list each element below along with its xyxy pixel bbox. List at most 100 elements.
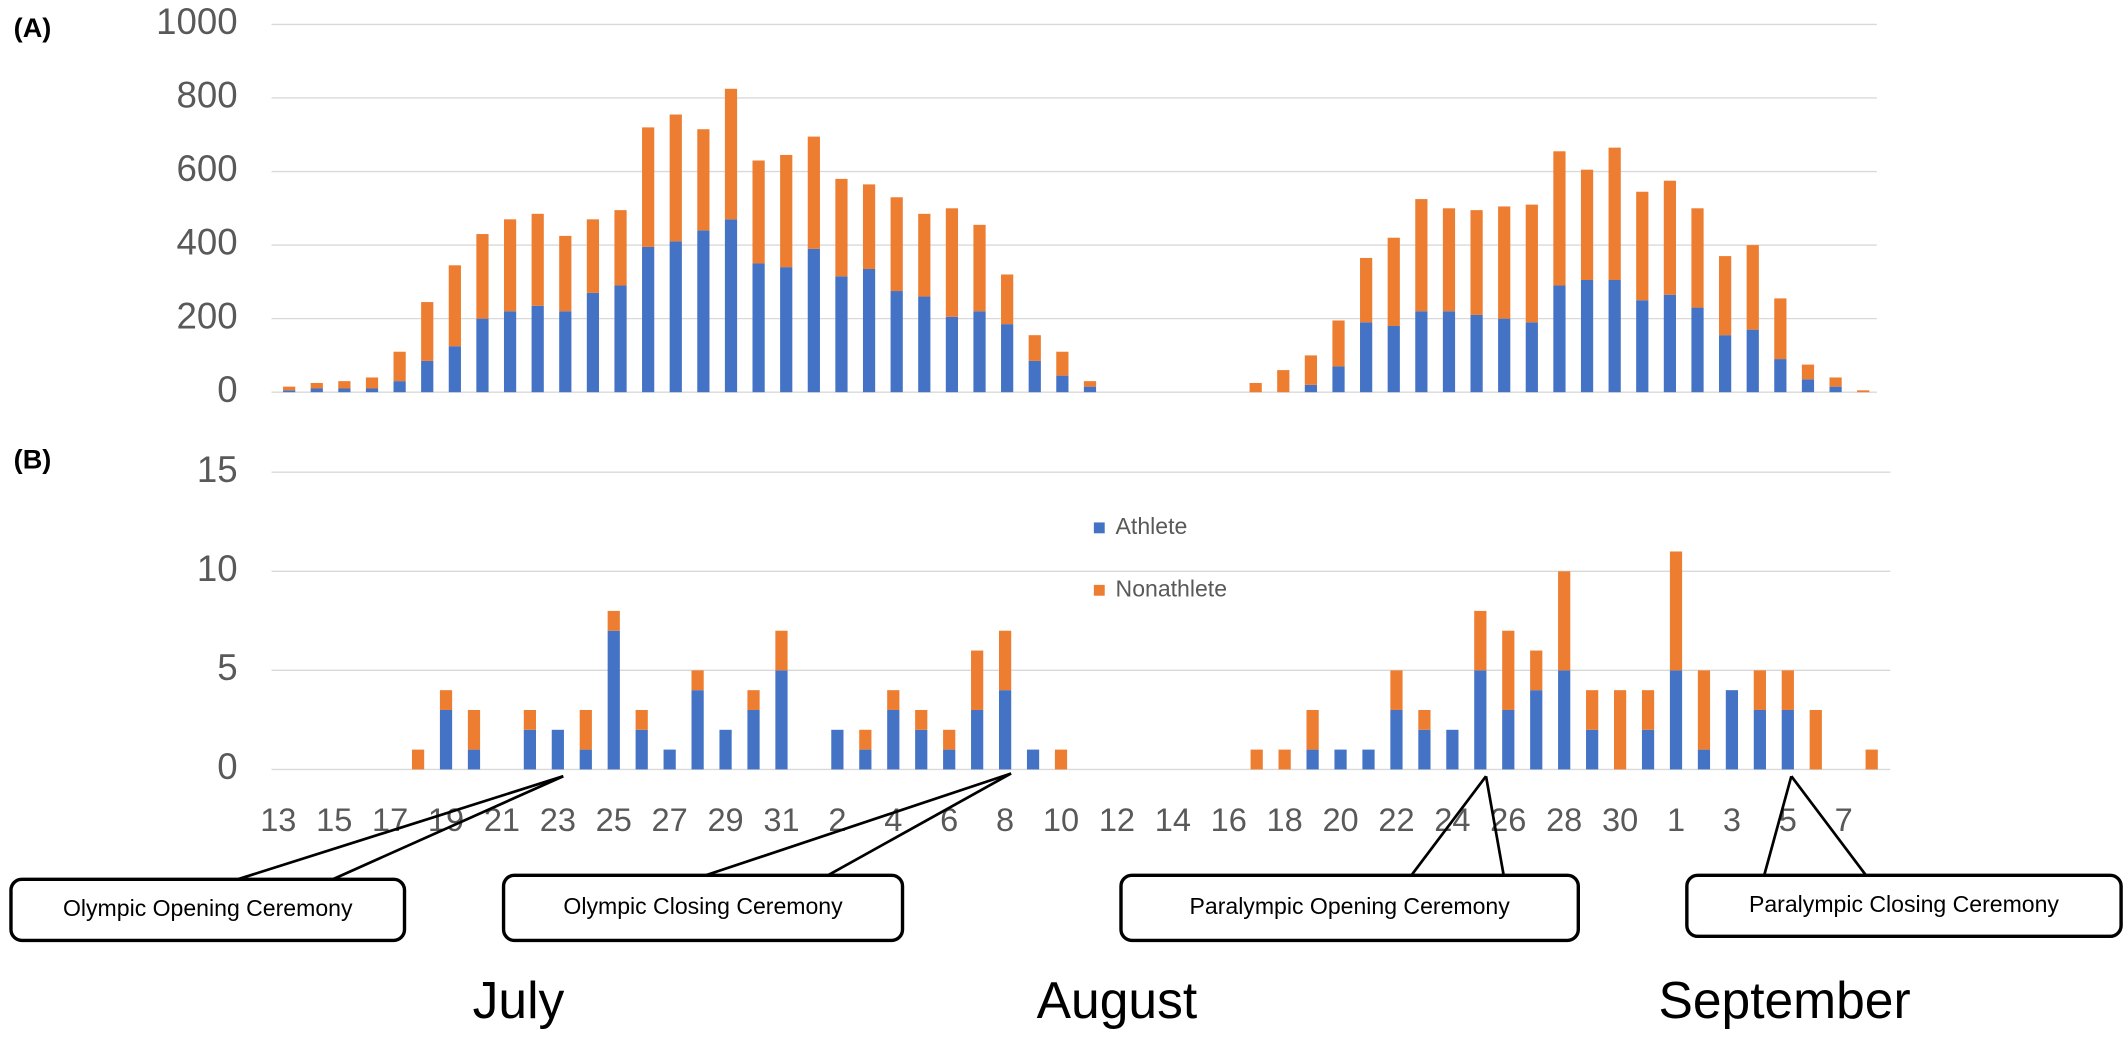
bar — [1502, 630, 1515, 710]
bar — [1360, 257, 1373, 323]
bar — [531, 305, 544, 393]
bar — [1418, 729, 1431, 770]
bar — [1691, 307, 1704, 393]
bar — [973, 311, 986, 393]
bar — [915, 709, 928, 730]
bar — [943, 749, 956, 770]
bar — [752, 263, 765, 393]
callout-line — [1762, 775, 1793, 876]
bar — [1697, 670, 1711, 750]
bar — [523, 729, 536, 770]
bar — [1530, 690, 1543, 770]
annotation-box — [1685, 873, 2123, 939]
bar — [586, 292, 600, 393]
bar — [1418, 709, 1431, 730]
x-tick-label: 13 — [260, 802, 296, 838]
bar — [283, 386, 296, 391]
legend-label: Nonathlete — [1116, 575, 1227, 601]
bar — [1580, 169, 1594, 281]
x-tick-label: 30 — [1602, 802, 1638, 838]
bar — [1525, 204, 1538, 323]
bar — [635, 729, 648, 770]
bar — [531, 213, 544, 306]
x-tick-label: 10 — [1043, 802, 1079, 838]
bar — [1446, 729, 1459, 770]
bar — [1774, 359, 1787, 393]
bar — [393, 351, 406, 382]
bar — [1719, 335, 1732, 393]
bar — [1530, 650, 1543, 691]
bar — [1362, 749, 1375, 770]
bar — [1306, 709, 1319, 750]
bar — [1753, 670, 1766, 710]
bar — [559, 235, 572, 312]
bar — [887, 709, 900, 770]
bar — [467, 749, 481, 770]
annotation-box — [1119, 873, 1580, 943]
bar — [1781, 709, 1794, 770]
bar — [586, 219, 600, 293]
bar — [1558, 670, 1571, 770]
month-label: September — [1658, 971, 1910, 1029]
bar — [945, 316, 959, 393]
bar — [365, 388, 379, 393]
bar — [439, 690, 453, 710]
bar — [1442, 311, 1456, 393]
bar — [1028, 335, 1041, 361]
bar — [523, 709, 536, 730]
y-tick-label: 600 — [176, 148, 237, 189]
x-tick-label: 21 — [484, 802, 520, 838]
x-tick-label: 5 — [1779, 802, 1797, 838]
bar — [890, 291, 903, 393]
bar — [918, 296, 931, 393]
bar — [1278, 749, 1291, 770]
x-tick-label: 22 — [1378, 802, 1414, 838]
bar — [862, 268, 876, 393]
x-tick-label: 12 — [1099, 802, 1135, 838]
bar — [1001, 324, 1014, 393]
bar — [775, 670, 788, 770]
bar — [1553, 285, 1566, 393]
bar — [943, 729, 956, 750]
bar — [890, 197, 903, 292]
bar — [1387, 325, 1400, 393]
bar — [1502, 709, 1515, 770]
bar — [859, 729, 872, 750]
bar — [1781, 670, 1794, 710]
bar — [691, 690, 704, 770]
y-tick-label: 800 — [176, 75, 237, 116]
annotation-box — [501, 873, 905, 943]
bar — [1691, 208, 1704, 308]
bar — [421, 302, 434, 361]
bar — [1304, 355, 1318, 385]
bar — [579, 749, 592, 770]
bar — [1809, 709, 1822, 770]
bar — [1865, 749, 1878, 770]
bar — [642, 127, 655, 247]
bar — [1558, 571, 1571, 671]
month-label: July — [473, 971, 565, 1029]
bar — [835, 276, 848, 393]
bar — [1746, 329, 1759, 393]
bar — [338, 388, 351, 393]
bar — [1613, 690, 1627, 770]
bar — [1553, 151, 1566, 286]
bar — [669, 114, 682, 242]
bar — [1056, 351, 1069, 376]
bar — [1390, 709, 1403, 770]
x-tick-label: 29 — [707, 802, 743, 838]
bar — [439, 709, 453, 770]
bar — [393, 381, 406, 393]
bar — [1028, 360, 1041, 393]
bar — [1641, 729, 1655, 770]
bar — [775, 630, 788, 671]
bar — [448, 265, 461, 347]
bar — [503, 311, 517, 393]
panel-label: (A) — [14, 12, 52, 43]
callout-line — [1410, 775, 1488, 877]
bar — [945, 208, 959, 317]
y-tick-label: 200 — [176, 295, 237, 336]
x-tick-label: 7 — [1835, 802, 1853, 838]
x-tick-label: 16 — [1211, 802, 1247, 838]
bar — [719, 729, 732, 770]
